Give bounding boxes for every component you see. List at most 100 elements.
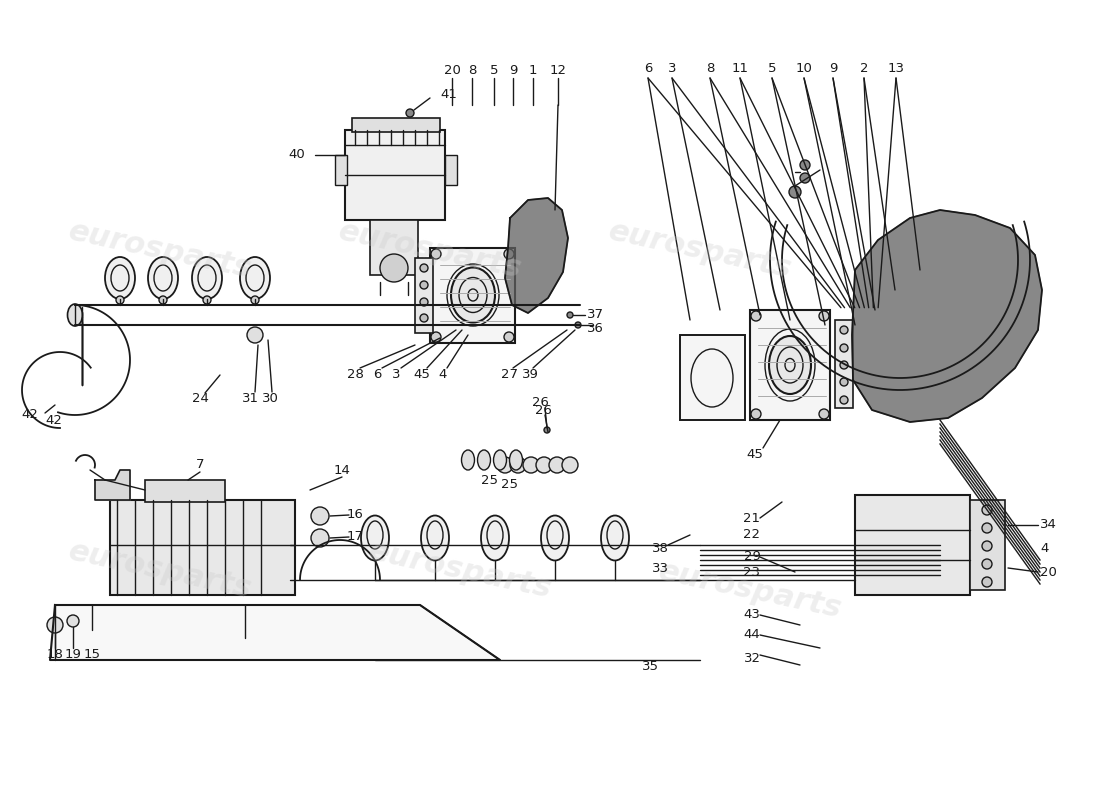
Circle shape	[982, 523, 992, 533]
Text: 8: 8	[706, 62, 714, 74]
Text: 1: 1	[529, 63, 537, 77]
Circle shape	[311, 529, 329, 547]
Text: eurosparts: eurosparts	[66, 217, 254, 283]
Circle shape	[248, 327, 263, 343]
Text: 33: 33	[651, 562, 669, 574]
Ellipse shape	[601, 515, 629, 561]
Text: 6: 6	[373, 367, 382, 381]
Circle shape	[982, 577, 992, 587]
Bar	[110, 500, 295, 595]
Ellipse shape	[240, 257, 270, 299]
Circle shape	[544, 427, 550, 433]
Bar	[855, 495, 970, 595]
Text: 45: 45	[747, 447, 763, 461]
Circle shape	[160, 296, 167, 304]
Text: 6: 6	[644, 62, 652, 74]
Text: 2: 2	[860, 62, 868, 74]
Bar	[370, 220, 418, 275]
Circle shape	[420, 264, 428, 272]
Circle shape	[549, 457, 565, 473]
Circle shape	[497, 457, 513, 473]
Bar	[345, 130, 446, 220]
Text: 40: 40	[288, 149, 305, 162]
Text: 23: 23	[744, 566, 760, 579]
Text: 44: 44	[744, 629, 760, 642]
Text: 10: 10	[795, 62, 813, 74]
Bar	[970, 500, 1005, 590]
Circle shape	[510, 457, 526, 473]
Circle shape	[820, 311, 829, 321]
Text: 7: 7	[196, 458, 205, 471]
Text: 4: 4	[439, 367, 448, 381]
Text: 9: 9	[509, 63, 517, 77]
Circle shape	[204, 296, 211, 304]
Circle shape	[47, 617, 63, 633]
Circle shape	[420, 298, 428, 306]
Ellipse shape	[494, 450, 506, 470]
Text: 21: 21	[744, 511, 760, 525]
Text: 4: 4	[1040, 542, 1048, 554]
Circle shape	[420, 314, 428, 322]
Circle shape	[522, 457, 539, 473]
Bar	[750, 310, 830, 420]
Circle shape	[840, 326, 848, 334]
Circle shape	[800, 160, 810, 170]
Circle shape	[431, 249, 441, 259]
Text: eurosparts: eurosparts	[606, 217, 794, 283]
Text: 3: 3	[392, 367, 400, 381]
Circle shape	[982, 541, 992, 551]
Text: 17: 17	[346, 530, 363, 543]
Circle shape	[840, 378, 848, 386]
Circle shape	[982, 505, 992, 515]
Circle shape	[840, 396, 848, 404]
Circle shape	[379, 254, 408, 282]
Ellipse shape	[769, 336, 811, 394]
Circle shape	[67, 615, 79, 627]
Ellipse shape	[148, 257, 178, 299]
Circle shape	[840, 361, 848, 369]
Text: 8: 8	[468, 63, 476, 77]
Text: 39: 39	[521, 367, 538, 381]
Circle shape	[751, 311, 761, 321]
Text: 14: 14	[333, 463, 351, 477]
Text: 24: 24	[191, 391, 208, 405]
Ellipse shape	[104, 257, 135, 299]
Circle shape	[575, 322, 581, 328]
Bar	[680, 335, 745, 420]
Bar	[430, 248, 515, 343]
Text: eurosparts: eurosparts	[365, 537, 554, 603]
Bar	[336, 155, 346, 185]
Text: 31: 31	[242, 391, 258, 405]
Text: 41: 41	[440, 89, 456, 102]
Text: 30: 30	[262, 391, 278, 405]
Text: 28: 28	[346, 367, 363, 381]
Text: 27: 27	[502, 367, 518, 381]
Bar	[145, 480, 226, 502]
Bar	[835, 320, 852, 408]
Ellipse shape	[481, 515, 509, 561]
Circle shape	[116, 296, 124, 304]
Circle shape	[789, 186, 801, 198]
Ellipse shape	[67, 304, 82, 326]
Text: 3: 3	[668, 62, 676, 74]
Text: 5: 5	[490, 63, 498, 77]
Bar	[446, 155, 456, 185]
Text: 15: 15	[84, 649, 100, 662]
Circle shape	[251, 296, 258, 304]
Text: 26: 26	[531, 397, 549, 410]
Circle shape	[751, 409, 761, 419]
Polygon shape	[50, 605, 501, 660]
Ellipse shape	[421, 515, 449, 561]
Circle shape	[982, 559, 992, 569]
Circle shape	[566, 312, 573, 318]
Bar	[352, 118, 440, 132]
Text: 9: 9	[828, 62, 837, 74]
Text: 25: 25	[502, 478, 518, 491]
Text: 5: 5	[768, 62, 777, 74]
Text: 45: 45	[414, 367, 430, 381]
Bar	[415, 258, 433, 333]
Text: 38: 38	[651, 542, 669, 554]
Polygon shape	[852, 210, 1042, 422]
Ellipse shape	[509, 450, 522, 470]
Text: 19: 19	[65, 649, 81, 662]
